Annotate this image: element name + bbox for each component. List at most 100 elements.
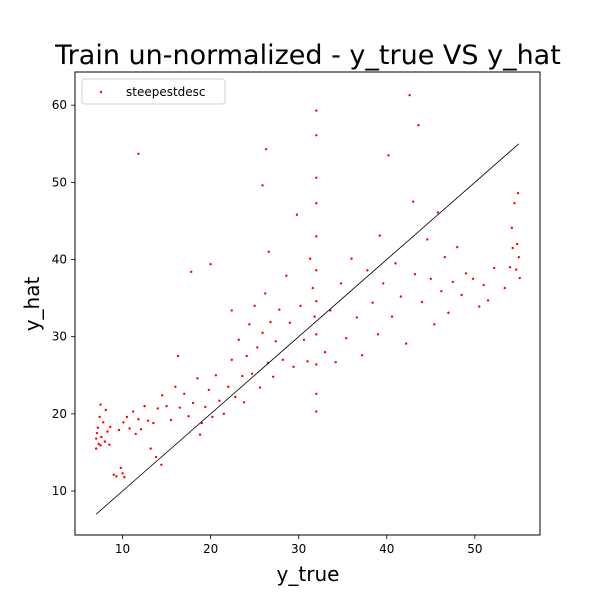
x-tick-label: 50 bbox=[467, 542, 482, 556]
scatter-point bbox=[278, 308, 281, 311]
scatter-point bbox=[315, 333, 318, 336]
scatter-point bbox=[154, 455, 158, 459]
scatter-point bbox=[295, 213, 299, 216]
scatter-point bbox=[248, 323, 251, 326]
scatter-point bbox=[315, 269, 318, 272]
reference-line bbox=[95, 143, 520, 515]
scatter-point bbox=[222, 412, 226, 416]
scatter-point bbox=[269, 320, 272, 324]
scatter-point bbox=[510, 226, 514, 230]
legend-box bbox=[81, 78, 226, 105]
scatter-point bbox=[160, 463, 163, 466]
scatter-point bbox=[227, 385, 230, 389]
legend-marker bbox=[99, 90, 103, 94]
scatter-point bbox=[511, 246, 514, 250]
scatter-point bbox=[288, 321, 292, 324]
scatter-point bbox=[486, 299, 490, 302]
x-axis-ticks: 10 20 30 40 50 bbox=[115, 535, 482, 556]
scatter-point bbox=[101, 421, 105, 424]
scatter-point bbox=[198, 433, 202, 436]
y-axis-ticks: 10 20 30 40 50 60 bbox=[52, 98, 75, 498]
scatter-point bbox=[123, 475, 126, 479]
scatter-point bbox=[508, 266, 512, 269]
scatter-point bbox=[443, 256, 447, 259]
scatter-point bbox=[447, 311, 450, 314]
scatter-point bbox=[315, 201, 318, 205]
scatter-point bbox=[371, 301, 374, 304]
scatter-point bbox=[100, 435, 103, 439]
plot-area bbox=[74, 71, 541, 536]
scatter-point bbox=[245, 354, 248, 358]
scatter-point bbox=[261, 331, 264, 335]
scatter-point bbox=[149, 447, 152, 450]
scatter-point bbox=[315, 109, 318, 112]
scatter-point bbox=[242, 401, 246, 404]
scatter-point bbox=[315, 363, 318, 366]
scatter-point bbox=[146, 419, 150, 422]
scatter-point bbox=[134, 432, 137, 436]
scatter-point bbox=[411, 200, 415, 203]
scatter-point bbox=[482, 283, 485, 287]
scatter-point bbox=[169, 418, 173, 422]
scatter-point bbox=[264, 147, 268, 151]
scatter-point bbox=[207, 388, 211, 392]
scatter-point bbox=[413, 272, 417, 276]
scatter-point bbox=[264, 292, 267, 295]
scatter-point bbox=[408, 93, 411, 97]
scatter-point bbox=[382, 282, 385, 285]
scatter-point bbox=[106, 430, 109, 433]
scatter-point bbox=[109, 425, 112, 429]
scatter-point bbox=[115, 475, 118, 478]
scatter-point bbox=[94, 437, 98, 440]
scatter-point bbox=[183, 392, 186, 395]
scatter-point bbox=[311, 286, 314, 290]
scatter-point bbox=[137, 418, 140, 421]
x-tick-label: 40 bbox=[379, 542, 394, 556]
scatter-point bbox=[95, 431, 99, 435]
x-tick-label: 20 bbox=[203, 542, 218, 556]
scatter-point bbox=[493, 266, 496, 270]
y-tick-label: 60 bbox=[52, 98, 67, 112]
scatter-point bbox=[119, 466, 122, 470]
x-tick-label: 10 bbox=[115, 542, 130, 556]
scatter-point bbox=[478, 305, 481, 308]
scatter-point bbox=[451, 280, 455, 284]
scatter-point bbox=[178, 406, 182, 409]
scatter-point bbox=[315, 410, 318, 413]
scatter-point bbox=[218, 399, 221, 402]
scatter-point bbox=[281, 358, 285, 362]
scatter-point bbox=[174, 385, 177, 389]
scatter-point bbox=[387, 154, 390, 157]
scatter-point bbox=[256, 346, 259, 349]
scatter-point bbox=[378, 234, 381, 237]
scatter-point bbox=[516, 191, 520, 195]
y-tick-label: 50 bbox=[52, 175, 67, 189]
scatter-point bbox=[436, 211, 440, 214]
scatter-point bbox=[187, 414, 190, 418]
scatter-point bbox=[191, 401, 195, 405]
scatter-point bbox=[230, 309, 233, 312]
scatter-point bbox=[417, 124, 420, 127]
scatter-point bbox=[99, 444, 102, 447]
legend-entry-label: steepestdesc bbox=[126, 85, 206, 99]
scatter-point bbox=[292, 365, 295, 368]
scatter-point bbox=[258, 386, 262, 389]
scatter-point bbox=[165, 404, 168, 408]
scatter-point bbox=[339, 282, 343, 285]
y-tick-label: 10 bbox=[52, 484, 67, 498]
scatter-point bbox=[190, 270, 193, 274]
y-tick-label: 30 bbox=[52, 330, 67, 344]
scatter-point bbox=[390, 315, 394, 318]
scatter-point bbox=[366, 269, 369, 272]
scatter-point bbox=[399, 295, 403, 298]
scatter-point bbox=[360, 354, 364, 357]
scatter-point bbox=[513, 201, 516, 205]
scatter-point bbox=[515, 242, 519, 246]
scatter-point bbox=[121, 472, 124, 475]
scatter-point bbox=[517, 256, 521, 259]
scatter-point bbox=[299, 304, 302, 308]
scatter-point bbox=[460, 293, 463, 297]
scatter-point bbox=[128, 427, 131, 430]
scatter-point bbox=[108, 443, 111, 446]
scatter-point bbox=[204, 405, 207, 409]
